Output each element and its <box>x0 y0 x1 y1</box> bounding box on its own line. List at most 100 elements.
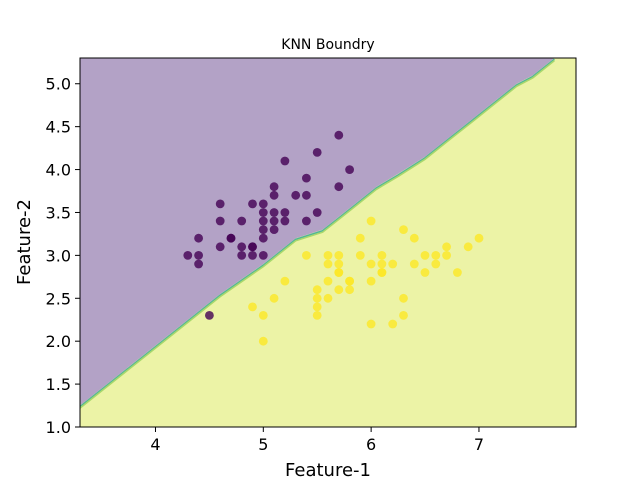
x-axis-label: Feature-1 <box>285 460 371 480</box>
scatter-point-class-0 <box>237 216 247 226</box>
scatter-point-class-1 <box>366 259 376 269</box>
scatter-point-class-1 <box>345 276 354 286</box>
scatter-point-class-1 <box>399 311 408 320</box>
y-tick-label: 5.0 <box>46 75 71 94</box>
y-tick-label: 4.0 <box>46 161 71 180</box>
scatter-point-class-1 <box>366 216 376 226</box>
scatter-point-class-1 <box>323 259 333 269</box>
decision-boundary-edge <box>80 59 555 409</box>
scatter-point-class-1 <box>323 276 333 286</box>
y-tick-label: 3.0 <box>46 246 71 265</box>
scatter-point-class-0 <box>215 199 225 209</box>
scatter-point-class-0 <box>280 156 290 166</box>
scatter-point-class-0 <box>334 130 344 140</box>
scatter-point-class-1 <box>453 268 462 277</box>
scatter-point-class-1 <box>442 242 451 252</box>
scatter-point-class-0 <box>269 182 279 192</box>
scatter-point-class-0 <box>269 190 279 200</box>
scatter-point-class-1 <box>248 302 257 312</box>
scatter-point-class-1 <box>431 251 441 260</box>
scatter-point-class-0 <box>194 259 204 269</box>
x-tick-label: 4 <box>150 435 160 454</box>
scatter-point-class-1 <box>258 336 268 346</box>
scatter-point-class-0 <box>291 190 301 200</box>
scatter-point-class-0 <box>258 208 268 217</box>
scatter-point-class-1 <box>409 233 419 243</box>
scatter-point-class-0 <box>183 251 193 260</box>
scatter-point-class-1 <box>334 268 344 277</box>
scatter-point-class-0 <box>334 182 344 192</box>
scatter-point-class-1 <box>366 276 376 286</box>
y-tick-label: 2.0 <box>46 332 71 351</box>
scatter-point-class-1 <box>280 276 290 286</box>
plot-area <box>80 58 576 427</box>
scatter-point-class-0 <box>312 148 322 157</box>
scatter-point-class-1 <box>431 259 441 269</box>
y-tick-label: 1.0 <box>46 418 71 437</box>
scatter-point-class-1 <box>323 251 333 260</box>
scatter-point-class-0 <box>205 311 214 320</box>
scatter-point-class-1 <box>302 251 311 260</box>
scatter-point-class-0 <box>258 251 268 260</box>
scatter-point-class-1 <box>334 285 344 295</box>
scatter-point-class-1 <box>399 225 408 235</box>
scatter-point-class-0 <box>269 208 279 217</box>
scatter-point-class-1 <box>355 233 365 243</box>
scatter-point-class-0 <box>215 216 225 226</box>
x-tick-label: 7 <box>474 435 484 454</box>
plot-frame <box>79 57 577 428</box>
scatter-point-class-1 <box>377 251 387 260</box>
scatter-point-class-1 <box>269 293 279 303</box>
scatter-point-class-0 <box>258 199 268 209</box>
x-tick-label: 6 <box>366 435 376 454</box>
scatter-point-class-0 <box>258 225 268 235</box>
scatter-point-class-1 <box>323 293 333 303</box>
scatter-point-class-0 <box>312 208 322 217</box>
chart-title: KNN Boundry <box>281 37 374 53</box>
scatter-point-class-1 <box>312 302 322 312</box>
scatter-point-class-1 <box>355 251 365 260</box>
y-tick-label: 1.5 <box>46 375 71 394</box>
scatter-point-class-0 <box>248 242 257 252</box>
scatter-point-class-1 <box>377 268 387 277</box>
scatter-point-class-1 <box>399 293 408 303</box>
scatter-point-class-0 <box>226 233 236 243</box>
scatter-point-class-1 <box>442 251 451 260</box>
scatter-point-class-0 <box>215 242 225 252</box>
decision-region-class-0 <box>80 58 555 406</box>
scatter-point-class-1 <box>258 311 268 320</box>
scatter-point-class-1 <box>312 293 322 303</box>
y-axis-label: Feature-2 <box>14 199 35 285</box>
scatter-point-class-0 <box>194 251 204 260</box>
scatter-point-class-1 <box>345 285 354 295</box>
scatter-point-class-0 <box>302 173 311 183</box>
scatter-point-class-1 <box>388 319 398 329</box>
scatter-point-class-1 <box>388 259 398 269</box>
y-tick-label: 3.5 <box>46 203 71 222</box>
scatter-points <box>183 130 484 346</box>
scatter-point-class-1 <box>409 259 419 269</box>
scatter-point-class-1 <box>420 268 430 277</box>
scatter-point-class-0 <box>237 251 247 260</box>
scatter-point-class-0 <box>280 216 290 226</box>
y-tick-label: 4.5 <box>46 118 71 137</box>
scatter-point-class-1 <box>474 233 484 243</box>
scatter-point-class-0 <box>194 233 204 243</box>
y-axis: 1.0 1.5 2.0 2.5 3.0 3.5 4.0 4.5 5.0 <box>46 75 80 437</box>
scatter-point-class-0 <box>248 251 257 260</box>
scatter-point-class-1 <box>334 259 344 269</box>
scatter-point-class-0 <box>258 233 268 243</box>
x-tick-label: 5 <box>258 435 268 454</box>
scatter-point-class-1 <box>420 251 430 260</box>
scatter-point-class-0 <box>302 216 311 226</box>
scatter-point-class-0 <box>248 199 257 209</box>
y-tick-label: 2.5 <box>46 289 71 308</box>
scatter-point-class-0 <box>302 190 311 200</box>
scatter-point-class-1 <box>377 259 387 269</box>
scatter-point-class-0 <box>345 165 354 175</box>
scatter-point-class-0 <box>280 208 290 217</box>
scatter-point-class-1 <box>312 285 322 295</box>
scatter-point-class-0 <box>269 216 279 226</box>
scatter-point-class-0 <box>258 216 268 226</box>
x-axis: 4 5 6 7 <box>150 427 484 454</box>
